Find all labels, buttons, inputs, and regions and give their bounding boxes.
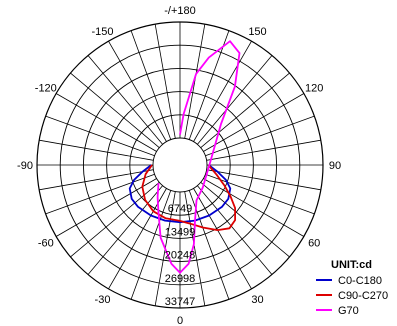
grid-spoke <box>70 182 160 258</box>
grid-spoke <box>193 188 252 290</box>
series-line-1 <box>128 164 232 224</box>
grid-spoke <box>45 173 155 215</box>
grid-spoke <box>184 24 206 139</box>
grid-spoke <box>154 24 176 139</box>
legend-title: UNIT:cd <box>331 259 372 271</box>
grid-spoke <box>108 40 167 142</box>
grid-spoke <box>184 191 206 306</box>
grid-spoke <box>70 72 160 148</box>
grid-spoke <box>108 188 167 290</box>
grid-spoke <box>39 169 154 191</box>
legend-label: C0-C180 <box>338 275 382 287</box>
grid-spoke <box>87 185 163 275</box>
radial-tick-label: 13499 <box>165 226 196 238</box>
angle-tick-label: 30 <box>251 294 263 306</box>
angle-tick-label: 0 <box>177 315 183 326</box>
grid-spoke <box>203 93 305 152</box>
angle-tick-label: -30 <box>95 294 111 306</box>
grid-spoke <box>197 185 273 275</box>
radial-tick-labels: 6749 13499 20248 26998 33747 <box>165 203 196 308</box>
grid-spoke <box>55 93 157 152</box>
series-line-2 <box>141 164 237 232</box>
angle-tick-label: -90 <box>17 160 33 172</box>
grid-spoke <box>130 30 172 140</box>
angle-tick-label: -120 <box>35 83 57 95</box>
radial-tick-label: 20248 <box>165 250 196 262</box>
angle-tick-label: 150 <box>248 26 266 38</box>
grid-spoke <box>205 173 315 215</box>
grid-spoke <box>130 190 172 300</box>
legend-label: C90-C270 <box>338 290 388 302</box>
grid-spoke <box>203 178 305 237</box>
angle-tick-labels: -/+180 150 120 90 60 30 0 -30 -60 -90 -120 -150 <box>17 5 341 326</box>
legend-label: G70 <box>338 305 359 317</box>
radial-tick-label: 33747 <box>165 296 196 308</box>
legend: UNIT:cd C0-C180 C90-C270 G70 <box>316 259 388 317</box>
angle-tick-label: 90 <box>329 160 341 172</box>
angle-tick-label: -60 <box>38 238 54 250</box>
radial-tick-label: 6749 <box>168 203 192 215</box>
grid-ring <box>152 137 208 193</box>
grid-spoke <box>200 182 290 258</box>
grid-spoke <box>45 115 155 157</box>
grid-spoke <box>197 55 273 145</box>
grid-spoke <box>206 139 321 161</box>
angle-tick-label: 60 <box>308 238 320 250</box>
series-group <box>128 40 241 274</box>
grid-spoke <box>188 30 230 140</box>
grid-spoke <box>55 178 157 237</box>
radial-tick-label: 26998 <box>165 273 196 285</box>
grid-spoke <box>39 139 154 161</box>
angle-tick-label: -150 <box>91 26 113 38</box>
grid-spoke <box>206 169 321 191</box>
grid-spoke <box>87 55 163 145</box>
series-line-3 <box>156 40 241 274</box>
angle-tick-label: -/+180 <box>164 5 196 17</box>
angle-tick-label: 120 <box>305 83 323 95</box>
polar-grid <box>36 21 324 309</box>
grid-spoke <box>193 40 252 142</box>
grid-spoke <box>205 115 315 157</box>
grid-spoke <box>200 72 290 148</box>
